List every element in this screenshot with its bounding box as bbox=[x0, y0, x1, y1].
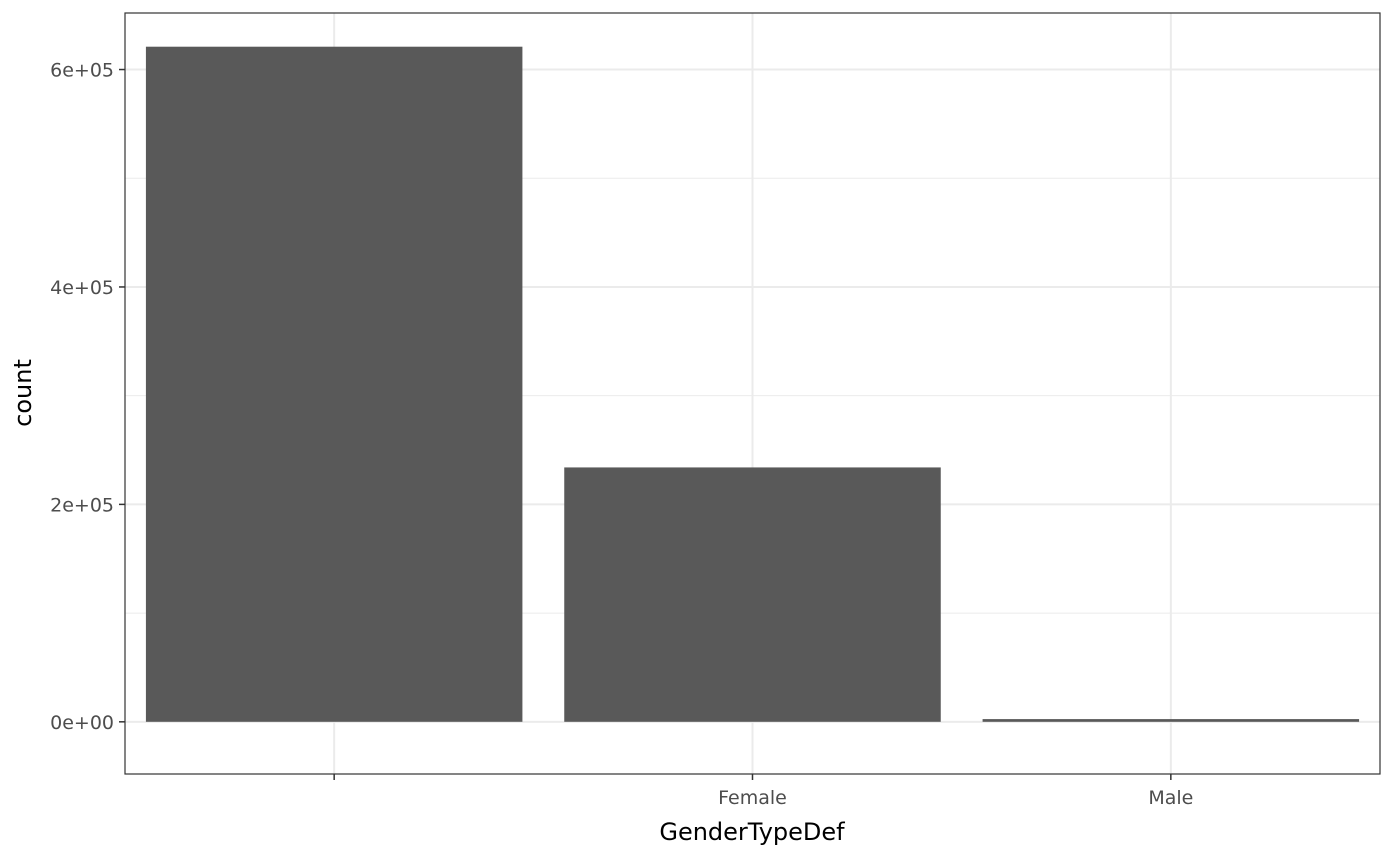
y-axis-title: count bbox=[9, 359, 37, 427]
x-axis-tick-labels: Female Male bbox=[718, 787, 1193, 809]
bar bbox=[564, 467, 941, 722]
y-axis-tick-labels: 0e+00 2e+05 4e+05 6e+05 bbox=[50, 60, 114, 734]
y-tick-label: 0e+00 bbox=[50, 712, 114, 734]
x-tick-label: Male bbox=[1148, 787, 1193, 809]
bar bbox=[145, 46, 523, 722]
y-tick-label: 4e+05 bbox=[50, 277, 114, 299]
bars bbox=[145, 46, 1360, 722]
axis-ticks bbox=[119, 68, 1172, 780]
x-axis-title: GenderTypeDef bbox=[659, 818, 845, 846]
y-tick-label: 6e+05 bbox=[50, 60, 114, 82]
bar bbox=[982, 719, 1360, 722]
x-tick-label: Female bbox=[718, 787, 787, 809]
y-tick-label: 2e+05 bbox=[50, 494, 114, 516]
